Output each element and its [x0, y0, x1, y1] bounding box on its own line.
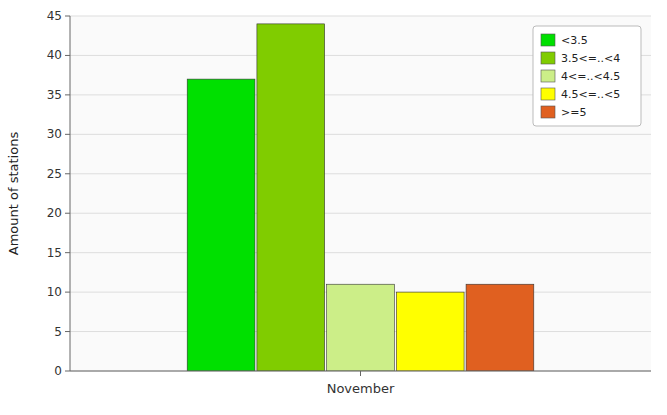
grid	[70, 16, 651, 371]
y-axis-label: Amount of stations	[6, 132, 21, 256]
y-tick-label: 0	[54, 364, 62, 378]
y-tick	[65, 94, 70, 95]
bar	[396, 292, 464, 371]
x-tick-label: November	[327, 381, 395, 396]
y-tick	[65, 173, 70, 174]
y-tick	[65, 134, 70, 135]
legend-label: <3.5	[561, 34, 588, 47]
y-tick	[65, 213, 70, 214]
legend-swatch	[541, 70, 555, 82]
legend-label: 4.5<=..<5	[561, 88, 620, 101]
legend-label: 3.5<=..<4	[561, 52, 620, 65]
y-tick-label: 40	[47, 48, 62, 62]
legend-box	[533, 26, 641, 126]
legend-swatch	[541, 34, 555, 46]
y-tick	[65, 16, 70, 17]
legend-label: 4<=..<4.5	[561, 70, 620, 83]
y-tick-label: 45	[47, 9, 62, 23]
y-tick-label: 30	[47, 127, 62, 141]
bar	[466, 284, 534, 371]
bars	[187, 24, 534, 371]
y-axis-line	[70, 16, 71, 371]
y-tick	[65, 55, 70, 56]
y-tick-label: 15	[47, 246, 62, 260]
grid-line	[70, 213, 651, 214]
y-tick	[65, 292, 70, 293]
y-axis: 0 5 10 15 20 25 30 35 40 45	[47, 9, 70, 378]
grid-line	[70, 134, 651, 135]
legend-swatch	[541, 106, 555, 118]
y-tick-label: 35	[47, 88, 62, 102]
y-tick-label: 10	[47, 285, 62, 299]
legend-swatch	[541, 52, 555, 64]
grid-line	[70, 371, 651, 372]
grid-line	[70, 173, 651, 174]
y-tick-label: 25	[47, 167, 62, 181]
grid-line	[70, 252, 651, 253]
y-tick	[65, 371, 70, 372]
y-tick	[65, 252, 70, 253]
legend: <3.5 3.5<=..<4 4<=..<4.5 4.5<=..<5 >=5	[533, 26, 641, 126]
x-tick	[360, 371, 361, 376]
legend-label: >=5	[561, 106, 586, 119]
y-tick-label: 20	[47, 206, 62, 220]
bar	[187, 79, 255, 371]
x-axis-line	[70, 371, 651, 372]
y-tick-label: 5	[54, 325, 62, 339]
bar	[327, 284, 395, 371]
legend-swatch	[541, 88, 555, 100]
y-tick	[65, 331, 70, 332]
grid-line	[70, 16, 651, 17]
plot-background	[70, 16, 651, 371]
chart-svg: 0 5 10 15 20 25 30 35 40 45 November Amount of stat…	[0, 0, 667, 415]
chart-container: 0 5 10 15 20 25 30 35 40 45 November Amount of stat…	[0, 0, 667, 415]
bar	[257, 24, 325, 371]
